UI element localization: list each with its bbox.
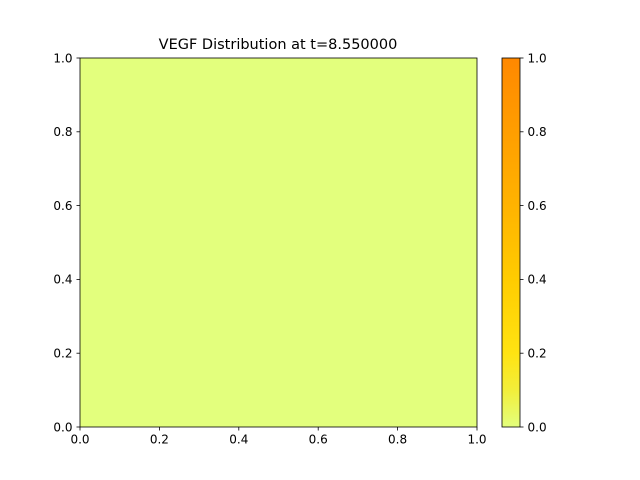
plot-area xyxy=(79,57,478,428)
y-tick-label: 0.2 xyxy=(53,347,72,361)
x-tick-label: 1.0 xyxy=(467,433,486,447)
y-tick-label: 0.8 xyxy=(53,125,72,139)
y-tick-label: 0.6 xyxy=(53,199,72,213)
x-tick-label: 0.2 xyxy=(150,433,169,447)
colorbar-tick-label: 0.4 xyxy=(528,273,547,287)
y-tick-label: 0.0 xyxy=(53,420,72,434)
x-tick-label: 0.0 xyxy=(70,433,89,447)
heatmap-field xyxy=(80,58,477,427)
colorbar-ticks: 0.0 0.2 0.4 0.6 0.8 1.0 xyxy=(520,51,547,434)
x-tick-label: 0.4 xyxy=(229,433,248,447)
colorbar: 0.0 0.2 0.4 0.6 0.8 1.0 xyxy=(501,51,547,434)
x-tick-label: 0.6 xyxy=(309,433,328,447)
colorbar-tick-label: 0.6 xyxy=(528,199,547,213)
colorbar-tick-label: 1.0 xyxy=(528,51,547,65)
y-tick-label: 1.0 xyxy=(53,51,72,65)
y-axis: 0.0 0.2 0.4 0.6 0.8 1.0 xyxy=(53,51,80,434)
colorbar-frame xyxy=(501,57,521,428)
chart-title: VEGF Distribution at t=8.550000 xyxy=(159,37,398,53)
colorbar-gradient xyxy=(502,58,520,427)
x-axis: 0.0 0.2 0.4 0.6 0.8 1.0 xyxy=(70,427,487,447)
colorbar-tick-label: 0.2 xyxy=(528,347,547,361)
colorbar-tick-label: 0.0 xyxy=(528,420,547,434)
plot-frame xyxy=(79,57,478,428)
x-tick-label: 0.8 xyxy=(388,433,407,447)
colorbar-tick-label: 0.8 xyxy=(528,125,547,139)
y-tick-label: 0.4 xyxy=(53,273,72,287)
